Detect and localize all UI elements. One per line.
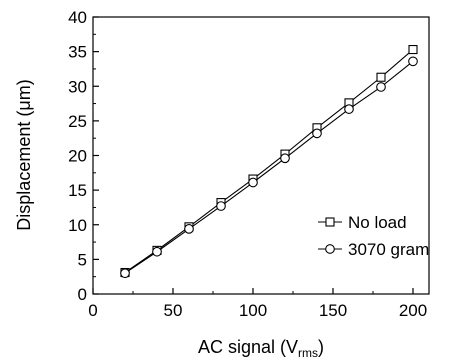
x-axis-label: AC signal (Vrms) bbox=[198, 337, 324, 360]
data-point bbox=[408, 56, 418, 67]
x-axis-label-subscript: rms bbox=[298, 346, 318, 360]
series-layer bbox=[120, 44, 418, 279]
x-axis-label-main: AC signal (V bbox=[198, 337, 298, 357]
y-tick-label: 25 bbox=[68, 112, 87, 131]
y-tick-label: 15 bbox=[68, 181, 87, 200]
data-point bbox=[184, 224, 194, 234]
legend-marker bbox=[325, 217, 335, 227]
series-line bbox=[124, 60, 414, 274]
data-point bbox=[280, 153, 290, 164]
x-axis-label-end: ) bbox=[318, 337, 324, 357]
data-point bbox=[152, 246, 162, 257]
axis-ticks: 0 50 100 150 200 0 5 10 15 20 25 30 35 40 bbox=[68, 8, 427, 320]
data-point bbox=[120, 268, 130, 279]
legend-marker bbox=[325, 244, 335, 254]
data-point bbox=[408, 44, 418, 55]
legend-entry: No load bbox=[318, 213, 407, 232]
data-point bbox=[248, 177, 258, 188]
x-tick-label: 50 bbox=[164, 301, 183, 320]
data-point bbox=[376, 72, 386, 82]
y-tick-label: 5 bbox=[78, 250, 87, 269]
y-tick-label: 10 bbox=[68, 216, 87, 235]
series-3070-gram bbox=[120, 56, 418, 279]
y-tick-label: 0 bbox=[78, 285, 87, 304]
y-tick-label: 40 bbox=[68, 8, 87, 27]
legend-label: No load bbox=[348, 213, 407, 232]
y-tick-label: 35 bbox=[68, 43, 87, 62]
y-tick-label: 30 bbox=[68, 77, 87, 96]
x-tick-label: 100 bbox=[239, 301, 267, 320]
data-point bbox=[312, 128, 322, 139]
x-tick-label: 0 bbox=[88, 301, 97, 320]
data-point bbox=[216, 201, 226, 211]
legend: No load 3070 gram bbox=[318, 213, 429, 259]
legend-label: 3070 gram bbox=[348, 240, 429, 259]
y-axis-label: Displacement (μm) bbox=[14, 79, 34, 230]
y-tick-label: 20 bbox=[68, 147, 87, 166]
series-line bbox=[124, 49, 414, 273]
data-point bbox=[376, 82, 386, 92]
x-tick-label: 200 bbox=[399, 301, 427, 320]
legend-entry: 3070 gram bbox=[318, 240, 429, 259]
x-tick-label: 150 bbox=[319, 301, 347, 320]
data-point bbox=[344, 104, 354, 114]
